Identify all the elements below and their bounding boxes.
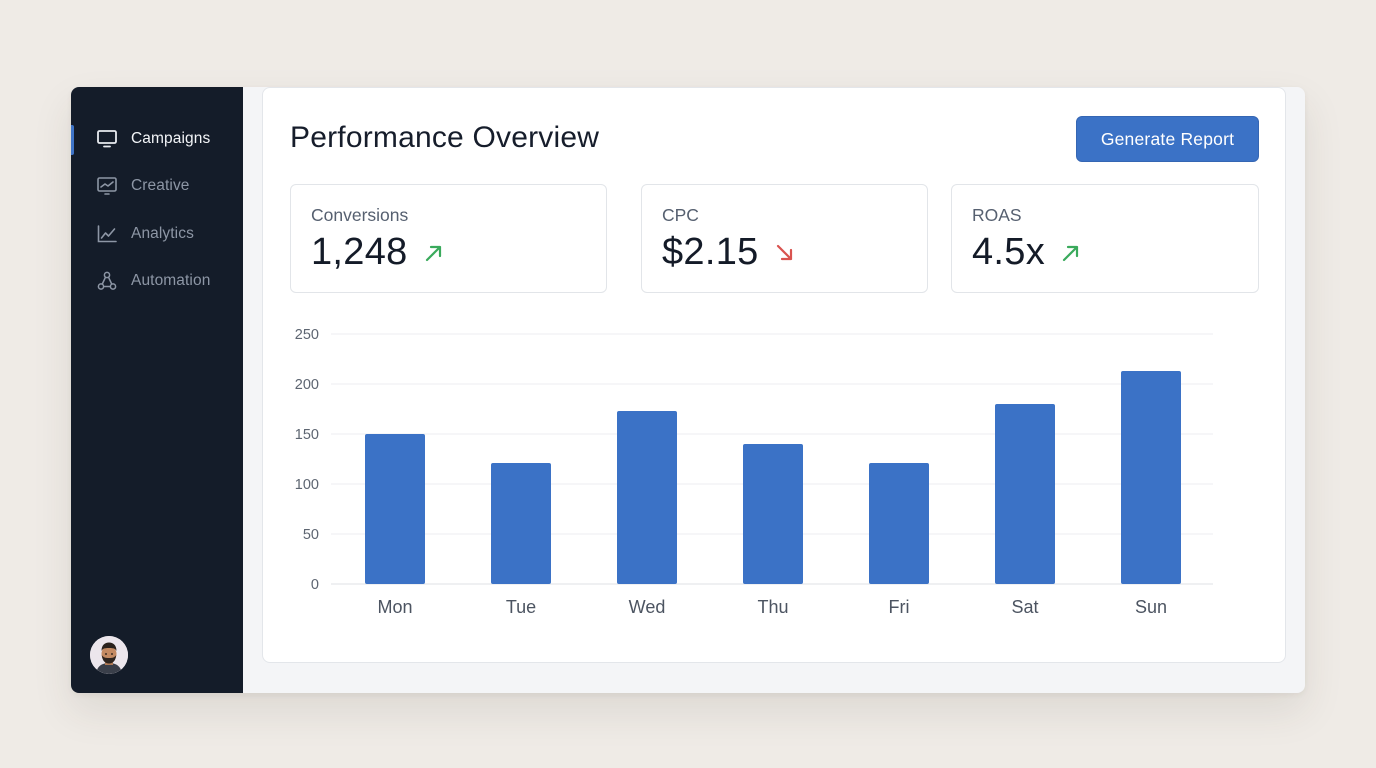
sidebar-nav: Campaigns Creative Analytics Automation bbox=[71, 87, 243, 305]
bar-tue bbox=[491, 463, 551, 584]
main-content: Performance Overview Generate Report Con… bbox=[243, 87, 1305, 693]
x-tick-label: Sun bbox=[1135, 597, 1167, 617]
trend-up-icon bbox=[424, 243, 444, 263]
sidebar-item-automation[interactable]: Automation bbox=[71, 258, 243, 306]
bar-fri bbox=[869, 463, 929, 584]
x-tick-label: Wed bbox=[629, 597, 666, 617]
y-tick-label: 50 bbox=[303, 527, 319, 543]
x-tick-label: Tue bbox=[506, 597, 536, 617]
sidebar-item-label: Campaigns bbox=[131, 129, 211, 147]
kpi-label: CPC bbox=[662, 205, 699, 225]
bar-sat bbox=[995, 404, 1055, 584]
x-tick-label: Fri bbox=[889, 597, 910, 617]
y-tick-label: 200 bbox=[295, 377, 319, 393]
trend-up-icon bbox=[1061, 243, 1081, 263]
sidebar-item-creative[interactable]: Creative bbox=[71, 163, 243, 211]
kpi-label: ROAS bbox=[972, 205, 1022, 225]
x-tick-label: Mon bbox=[377, 597, 412, 617]
monitor-icon bbox=[96, 128, 118, 150]
sidebar-item-campaigns[interactable]: Campaigns bbox=[71, 115, 243, 163]
kpi-card-conversions: Conversions 1,248 bbox=[290, 184, 607, 293]
user-avatar[interactable] bbox=[90, 636, 128, 674]
sidebar: Campaigns Creative Analytics Automation bbox=[71, 87, 243, 693]
daily-conversions-bar-chart: 0 50 100 150 200 250 Mon Tue Wed Thu Fri Sat Sun bbox=[295, 327, 1213, 617]
chart-board-icon bbox=[96, 175, 118, 197]
kpi-value: 1,248 bbox=[311, 231, 408, 273]
x-tick-label: Thu bbox=[757, 597, 788, 617]
bar-thu bbox=[743, 444, 803, 584]
bar-wed bbox=[617, 411, 677, 584]
x-tick-label: Sat bbox=[1011, 597, 1038, 617]
kpi-card-roas: ROAS 4.5x bbox=[951, 184, 1259, 293]
kpi-card-cpc: CPC $2.15 bbox=[641, 184, 928, 293]
line-chart-icon bbox=[96, 223, 118, 245]
kpi-label: Conversions bbox=[311, 205, 409, 225]
y-tick-label: 250 bbox=[295, 327, 319, 343]
sidebar-item-label: Automation bbox=[131, 272, 211, 290]
kpi-value: $2.15 bbox=[662, 231, 759, 273]
y-tick-label: 100 bbox=[295, 477, 319, 493]
sidebar-item-label: Analytics bbox=[131, 224, 194, 242]
generate-report-button[interactable]: Generate Report bbox=[1076, 116, 1259, 162]
app-window: Campaigns Creative Analytics Automation bbox=[71, 87, 1305, 693]
bar-sun bbox=[1121, 371, 1181, 584]
trend-down-icon bbox=[775, 243, 795, 263]
y-tick-label: 150 bbox=[295, 427, 319, 443]
performance-panel: Performance Overview Generate Report Con… bbox=[262, 87, 1286, 663]
bar-mon bbox=[365, 434, 425, 584]
kpi-value: 4.5x bbox=[972, 231, 1046, 273]
sidebar-item-label: Creative bbox=[131, 177, 190, 195]
y-tick-label: 0 bbox=[311, 577, 319, 593]
workflow-icon bbox=[96, 270, 118, 292]
page-title: Performance Overview bbox=[290, 121, 600, 154]
sidebar-item-analytics[interactable]: Analytics bbox=[71, 210, 243, 258]
